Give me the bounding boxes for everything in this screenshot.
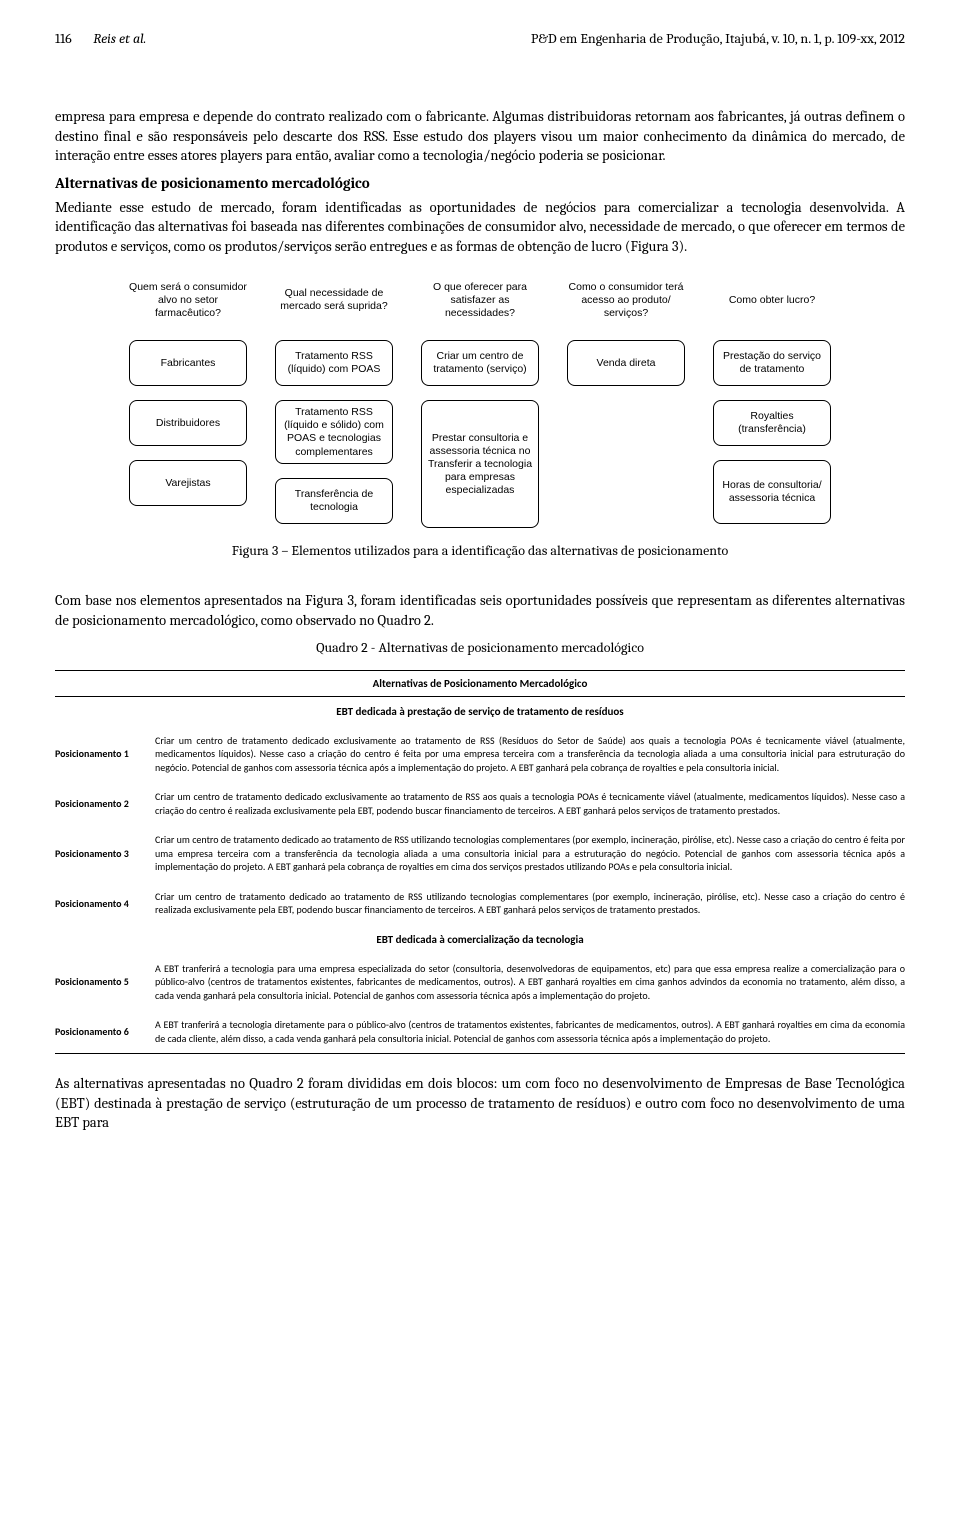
diagram-col-2: Qual necessidade de mercado será suprida… xyxy=(275,274,393,528)
row-label: Posicionamento 6 xyxy=(55,1010,155,1054)
diagram-header: Quem será o consumidor alvo no setor far… xyxy=(129,274,247,326)
diagram-box: Transferência de tecnologia xyxy=(275,478,393,524)
diagram-col-4: Como o consumidor terá acesso ao produto… xyxy=(567,274,685,528)
table-head: Alternativas de Posicionamento Mercadoló… xyxy=(55,670,905,696)
table-subhead-row: EBT dedicada à prestação de serviço de t… xyxy=(55,696,905,726)
diagram-box: Criar um centro de tratamento (serviço) xyxy=(421,340,539,386)
diagram-header: O que oferecer para satisfazer as necess… xyxy=(421,274,539,326)
diagram-header: Qual necessidade de mercado será suprida… xyxy=(275,274,393,326)
header-authors: Reis et al. xyxy=(93,30,146,47)
row-text: Criar um centro de tratamento dedicado e… xyxy=(155,726,905,783)
figure-caption: Figura 3 – Elementos utilizados para a i… xyxy=(232,542,728,559)
table-row: Posicionamento 1 Criar um centro de trat… xyxy=(55,726,905,783)
table-row: Posicionamento 4 Criar um centro de trat… xyxy=(55,882,905,925)
diagram-box: Distribuidores xyxy=(129,400,247,446)
row-label: Posicionamento 3 xyxy=(55,825,155,882)
row-text: A EBT tranferirá a tecnologia para uma e… xyxy=(155,954,905,1011)
table-row: Posicionamento 3 Criar um centro de trat… xyxy=(55,825,905,882)
header-left: 116 Reis et al. xyxy=(55,30,146,47)
diagram-box: Prestação do serviço de tratamento xyxy=(713,340,831,386)
paragraph-2: Mediante esse estudo de mercado, foram i… xyxy=(55,198,905,257)
diagram-box: Fabricantes xyxy=(129,340,247,386)
quadro-2-table: Alternativas de Posicionamento Mercadoló… xyxy=(55,670,905,1055)
paragraph-3: Com base nos elementos apresentados na F… xyxy=(55,591,905,630)
table-head-row: Alternativas de Posicionamento Mercadoló… xyxy=(55,670,905,696)
table-row: Posicionamento 6 A EBT tranferirá a tecn… xyxy=(55,1010,905,1054)
figure-3-diagram: Quem será o consumidor alvo no setor far… xyxy=(55,274,905,559)
diagram-col-5: Como obter lucro? Prestação do serviço d… xyxy=(713,274,831,528)
header-journal: P&D em Engenharia de Produção, Itajubá, … xyxy=(531,30,905,47)
paragraph-1: empresa para empresa e depende do contra… xyxy=(55,107,905,166)
diagram-box: Prestar consultoria e assessoria técnica… xyxy=(421,400,539,528)
row-label: Posicionamento 5 xyxy=(55,954,155,1011)
diagram-col-1: Quem será o consumidor alvo no setor far… xyxy=(129,274,247,528)
diagram-col-3: O que oferecer para satisfazer as necess… xyxy=(421,274,539,528)
row-text: Criar um centro de tratamento dedicado e… xyxy=(155,782,905,825)
row-label: Posicionamento 4 xyxy=(55,882,155,925)
table-row: Posicionamento 5 A EBT tranferirá a tecn… xyxy=(55,954,905,1011)
row-text: Criar um centro de tratamento dedicado a… xyxy=(155,825,905,882)
diagram-box: Venda direta xyxy=(567,340,685,386)
page-number: 116 xyxy=(55,30,72,47)
row-label: Posicionamento 2 xyxy=(55,782,155,825)
diagram-box: Varejistas xyxy=(129,460,247,506)
diagram-header: Como obter lucro? xyxy=(729,274,815,326)
table-subhead-row: EBT dedicada à comercialização da tecnol… xyxy=(55,925,905,954)
quadro-title: Quadro 2 - Alternativas de posicionament… xyxy=(55,639,905,656)
page-header: 116 Reis et al. P&D em Engenharia de Pro… xyxy=(55,30,905,47)
paragraph-4: As alternativas apresentadas no Quadro 2… xyxy=(55,1074,905,1133)
diagram-box: Royalties (transferência) xyxy=(713,400,831,446)
row-text: Criar um centro de tratamento dedicado a… xyxy=(155,882,905,925)
diagram-box: Horas de consultoria/ assessoria técnica xyxy=(713,460,831,524)
diagram-box: Tratamento RSS (líquido) com POAS xyxy=(275,340,393,386)
diagram-header: Como o consumidor terá acesso ao produto… xyxy=(567,274,685,326)
diagram-box: Tratamento RSS (líquido e sólido) com PO… xyxy=(275,400,393,464)
diagram-columns: Quem será o consumidor alvo no setor far… xyxy=(55,274,905,528)
table-row: Posicionamento 2 Criar um centro de trat… xyxy=(55,782,905,825)
table-subhead: EBT dedicada à comercialização da tecnol… xyxy=(55,925,905,954)
row-text: A EBT tranferirá a tecnologia diretament… xyxy=(155,1010,905,1054)
row-label: Posicionamento 1 xyxy=(55,726,155,783)
table-subhead: EBT dedicada à prestação de serviço de t… xyxy=(55,696,905,726)
section-heading: Alternativas de posicionamento mercadoló… xyxy=(55,174,905,192)
